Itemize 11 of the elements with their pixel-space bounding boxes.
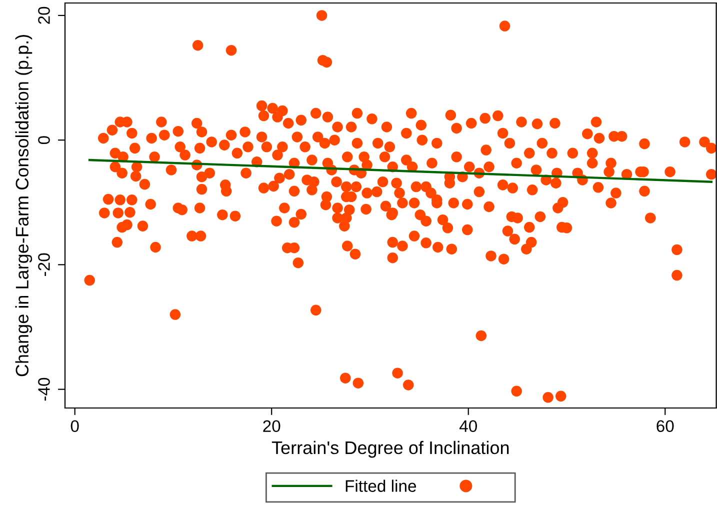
y-axis-title: Change in Large-Farm Consolidation (p.p.) [15,34,32,376]
y-tick-label: -20 [38,253,50,276]
x-tick-label: 60 [656,420,674,432]
x-tick-label: 40 [459,420,477,432]
x-tick-label: 0 [70,420,79,432]
x-axis-title: Terrain's Degree of Inclination [272,440,509,458]
legend-label: Fitted line [346,480,416,492]
x-tick-label: 20 [263,420,280,432]
y-tick-label: 20 [38,6,50,24]
y-tick-label: -40 [38,378,50,401]
y-tick-label: 0 [38,136,50,144]
